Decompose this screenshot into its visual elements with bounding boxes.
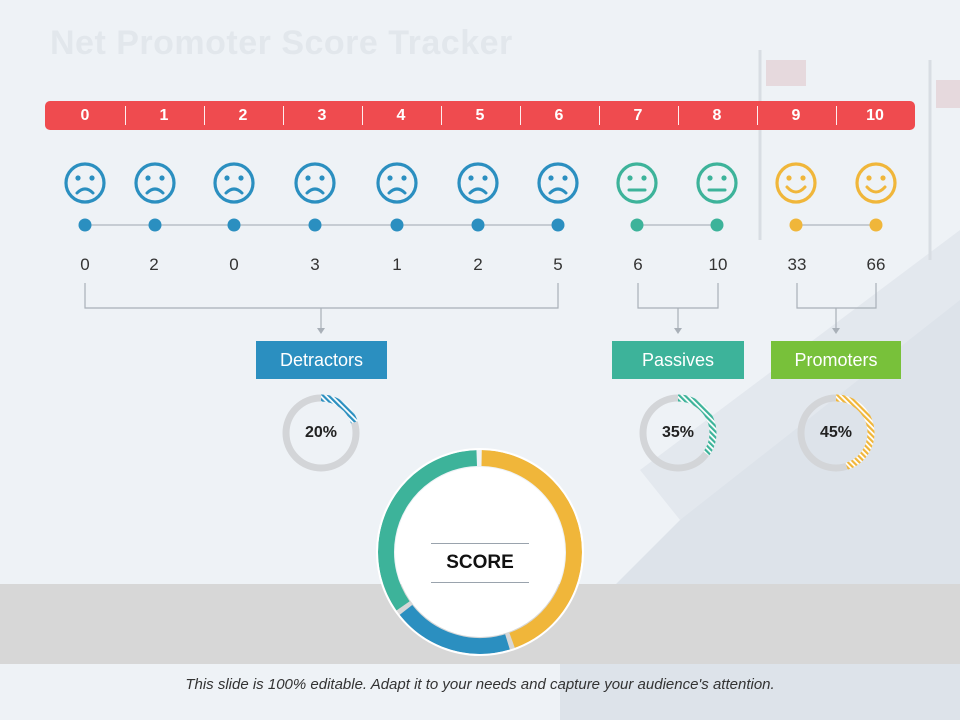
- response-count: 0: [80, 255, 90, 274]
- score-label: SCORE: [431, 543, 529, 583]
- nps-scale-bar: 0 1 2 3 4 5 6 7 8 9 10: [45, 101, 915, 130]
- scale-dot: [789, 218, 803, 232]
- scale-divider: [283, 106, 284, 125]
- scale-dot: [471, 218, 485, 232]
- happy-face-icon: [775, 162, 817, 204]
- group-bracket: [637, 283, 719, 334]
- scale-dot: [148, 218, 162, 232]
- scale-divider: [362, 106, 363, 125]
- footer-note: This slide is 100% editable. Adapt it to…: [185, 676, 775, 693]
- scale-divider: [520, 106, 521, 125]
- response-count: 0: [229, 255, 239, 274]
- response-count: 2: [149, 255, 159, 274]
- scale-divider: [599, 106, 600, 125]
- scale-divider: [836, 106, 837, 125]
- scale-divider: [204, 106, 205, 125]
- promoters-percent: 45%: [819, 424, 853, 441]
- response-count: 10: [708, 255, 728, 274]
- passives-percent: 35%: [661, 424, 695, 441]
- happy-face-icon: [855, 162, 897, 204]
- sad-face-icon: [376, 162, 418, 204]
- score-segment: [378, 450, 582, 654]
- promoters-donut: [797, 394, 875, 472]
- scale-divider: [757, 106, 758, 125]
- group-bracket: [796, 283, 877, 334]
- response-count: 66: [866, 255, 886, 274]
- sad-face-icon: [537, 162, 579, 204]
- scale-number: 4: [396, 107, 406, 124]
- scale-divider: [125, 106, 126, 125]
- sad-face-icon: [134, 162, 176, 204]
- scale-dot: [78, 218, 92, 232]
- slide-title: Net Promoter Score Tracker: [50, 24, 513, 62]
- detractors-donut: [282, 394, 360, 472]
- scale-number: 8: [712, 107, 722, 124]
- scale-divider: [678, 106, 679, 125]
- group-bracket: [84, 283, 559, 334]
- scale-number: 6: [554, 107, 564, 124]
- scale-number: 9: [791, 107, 801, 124]
- response-count: 33: [787, 255, 807, 274]
- sad-face-icon: [457, 162, 499, 204]
- scale-dot: [551, 218, 565, 232]
- passives-label-box: Passives: [612, 341, 744, 379]
- response-count: 5: [553, 255, 563, 274]
- scale-number: 2: [238, 107, 248, 124]
- scale-dot: [227, 218, 241, 232]
- detractors-percent: 20%: [304, 424, 338, 441]
- score-center: [395, 467, 565, 637]
- sad-face-icon: [213, 162, 255, 204]
- response-count: 6: [633, 255, 643, 274]
- response-count: 3: [310, 255, 320, 274]
- scale-number: 5: [475, 107, 485, 124]
- passives-donut: [639, 394, 717, 472]
- scale-number: 3: [317, 107, 327, 124]
- scale-dot: [630, 218, 644, 232]
- sad-face-icon: [64, 162, 106, 204]
- response-count: 2: [473, 255, 483, 274]
- scale-dot: [869, 218, 883, 232]
- scale-dot: [710, 218, 724, 232]
- score-segment: [378, 450, 582, 654]
- scale-number: 7: [633, 107, 643, 124]
- neutral-face-icon: [616, 162, 658, 204]
- score-segment: [378, 450, 582, 654]
- detractors-label-box: Detractors: [256, 341, 387, 379]
- sad-face-icon: [294, 162, 336, 204]
- neutral-face-icon: [696, 162, 738, 204]
- scale-number: 0: [80, 107, 90, 124]
- promoters-label-box: Promoters: [771, 341, 901, 379]
- scale-divider: [441, 106, 442, 125]
- scale-dot: [390, 218, 404, 232]
- scale-number: 1: [159, 107, 169, 124]
- scale-dot: [308, 218, 322, 232]
- scale-number: 10: [866, 107, 884, 124]
- response-count: 1: [392, 255, 402, 274]
